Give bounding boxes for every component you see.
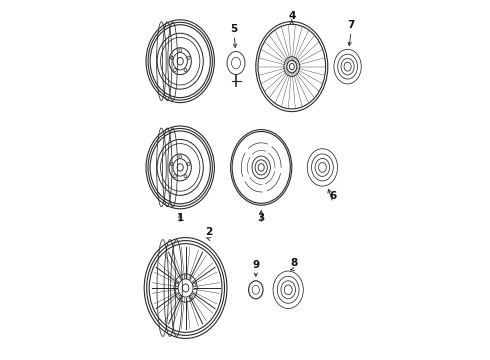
- Text: 7: 7: [347, 20, 355, 30]
- Text: 2: 2: [205, 227, 213, 237]
- Text: 3: 3: [258, 213, 265, 223]
- Text: 5: 5: [231, 24, 238, 34]
- Text: 8: 8: [290, 258, 297, 268]
- Text: 4: 4: [288, 11, 295, 21]
- Text: 6: 6: [330, 191, 337, 201]
- Text: 1: 1: [176, 213, 184, 223]
- Text: 9: 9: [252, 260, 259, 270]
